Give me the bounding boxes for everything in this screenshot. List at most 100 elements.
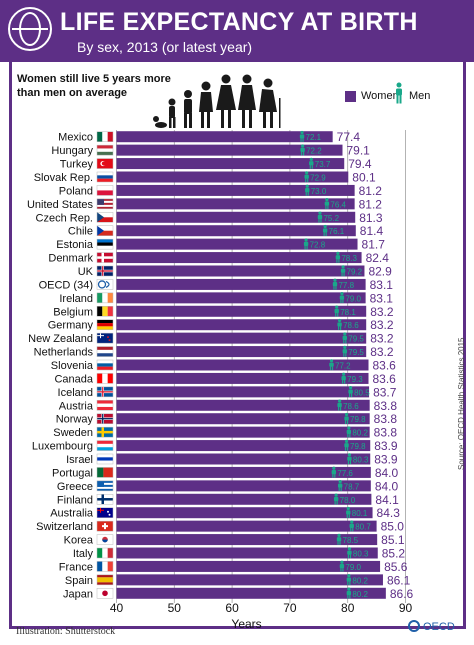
- men-marker-leg: [305, 192, 307, 196]
- flag-part: [97, 185, 113, 191]
- country-label: Norway: [56, 414, 94, 426]
- flag-part: [97, 212, 113, 218]
- life-stages-illustration-icon: [153, 74, 281, 128]
- women-bar: [116, 534, 378, 546]
- flag-part: [97, 190, 113, 196]
- women-bar: [116, 292, 366, 304]
- flag-icon: [96, 507, 114, 518]
- women-bar: [116, 265, 365, 277]
- men-marker-body: [299, 134, 305, 139]
- men-marker-leg: [337, 541, 339, 545]
- men-marker-body: [342, 335, 348, 340]
- oecd-brand: OECD: [423, 621, 455, 633]
- women-value-label: 84.0: [375, 479, 399, 493]
- country-label: Italy: [73, 548, 94, 560]
- men-marker-leg: [311, 165, 313, 169]
- women-value-label: 77.4: [337, 130, 361, 144]
- flag-part: [97, 148, 113, 152]
- men-marker: [347, 453, 352, 465]
- men-marker-head: [347, 547, 352, 551]
- flag-part: [97, 242, 113, 246]
- men-value-label: 78.3: [341, 254, 357, 263]
- men-marker-body: [331, 470, 337, 475]
- men-value-label: 79.2: [347, 268, 363, 277]
- women-value-label: 84.0: [375, 466, 399, 480]
- men-marker-leg: [346, 514, 348, 518]
- women-bar: [116, 211, 356, 223]
- men-marker-body: [303, 241, 309, 246]
- legend-women-label: Women: [361, 90, 399, 102]
- men-value-label: 78.6: [343, 402, 359, 411]
- flag-icon: [96, 279, 114, 290]
- men-marker-body: [346, 429, 352, 434]
- flag-border: [96, 238, 114, 250]
- header-banner: LIFE EXPECTANCY AT BIRTH By sex, 2013 (o…: [0, 0, 474, 62]
- men-marker-head: [338, 399, 342, 403]
- women-bar: [116, 346, 367, 358]
- flag-icon: [96, 144, 114, 156]
- flag-part: [97, 212, 104, 223]
- men-marker: [344, 412, 349, 424]
- legend-women-swatch: [345, 91, 356, 102]
- flag-part: [97, 403, 113, 407]
- men-value-label: 78.5: [343, 536, 359, 545]
- country-label: United States: [27, 199, 94, 211]
- men-marker-leg: [350, 393, 353, 398]
- country-label: Poland: [59, 185, 93, 197]
- men-marker-leg: [350, 527, 352, 532]
- men-marker-leg: [345, 339, 347, 344]
- country-label: Japan: [63, 588, 93, 600]
- flag-part: [102, 292, 108, 303]
- flag-part: [100, 333, 101, 339]
- women-bar: [116, 520, 377, 532]
- men-marker: [317, 211, 323, 223]
- men-value-label: 80.3: [353, 550, 369, 559]
- women-value-label: 83.2: [370, 332, 394, 346]
- women-bar: [116, 131, 333, 143]
- men-marker: [334, 305, 339, 317]
- flag-part: [97, 457, 113, 461]
- flag-part: [107, 548, 113, 558]
- men-value-label: 79.3: [347, 375, 363, 384]
- country-label: Switzerland: [36, 521, 93, 533]
- men-marker: [336, 533, 342, 545]
- women-bar: [116, 252, 362, 264]
- women-value-label: 79.4: [348, 157, 372, 171]
- men-marker: [341, 372, 346, 384]
- flag-part: [97, 430, 113, 434]
- men-marker-leg: [340, 568, 342, 572]
- country-label: Finland: [57, 494, 93, 506]
- flag-border: [96, 319, 114, 330]
- flag-part: [103, 467, 113, 478]
- men-marker-body: [335, 255, 341, 260]
- women-value-label: 83.8: [374, 412, 398, 426]
- flag-icon: [96, 440, 114, 451]
- men-marker-leg: [306, 245, 308, 250]
- men-marker: [348, 386, 353, 398]
- women-value-label: 82.9: [368, 265, 392, 279]
- x-tick-label: 80: [341, 601, 355, 615]
- flag-part: [97, 175, 113, 179]
- men-marker-leg: [303, 151, 305, 156]
- flag-part: [97, 326, 113, 330]
- flag-icon: [96, 547, 114, 559]
- women-value-label: 83.7: [373, 385, 397, 399]
- women-value-label: 85.6: [384, 560, 408, 574]
- men-marker-body: [346, 510, 351, 515]
- men-marker-leg: [301, 151, 303, 156]
- flag-part: [107, 561, 113, 572]
- flag-icon: [96, 373, 114, 384]
- women-bar: [116, 359, 369, 371]
- men-marker: [342, 345, 348, 357]
- flag-icon: [96, 185, 114, 196]
- men-marker-body: [348, 389, 353, 394]
- women-value-label: 85.0: [381, 520, 405, 534]
- flag-part: [97, 319, 113, 324]
- men-marker-body: [300, 147, 305, 152]
- flag-icon: [96, 386, 114, 398]
- women-value-label: 81.7: [362, 238, 386, 252]
- men-marker-leg: [307, 178, 309, 183]
- men-value-label: 79.5: [348, 348, 364, 357]
- men-marker-head: [333, 278, 337, 282]
